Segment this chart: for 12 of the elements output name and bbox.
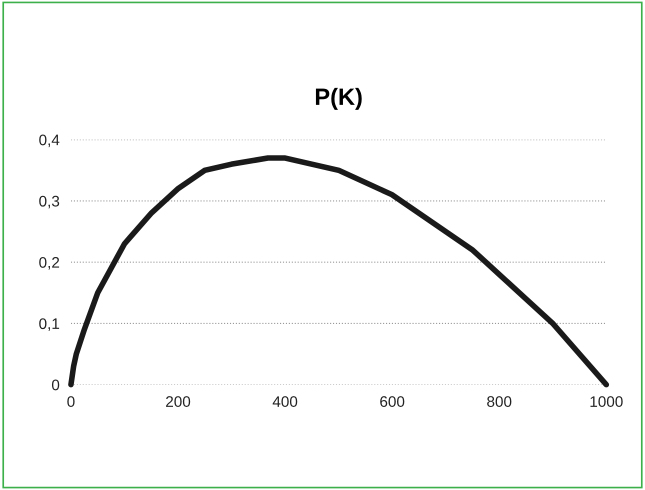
y-tick-label: 0,4 bbox=[39, 134, 60, 148]
y-tick-label: 0 bbox=[52, 380, 60, 390]
x-tick-label: 0 bbox=[67, 396, 75, 407]
y-tick-label: 0,3 bbox=[39, 196, 60, 208]
x-tick-label: 200 bbox=[166, 396, 190, 407]
x-tick-label: 1000 bbox=[590, 396, 623, 407]
x-tick-label: 600 bbox=[380, 396, 404, 407]
y-tick-label: 0,2 bbox=[39, 257, 60, 270]
y-tick-label: 0,1 bbox=[39, 318, 60, 331]
x-tick-label: 400 bbox=[272, 396, 298, 407]
x-tick-label: 800 bbox=[487, 396, 512, 407]
chart-title: P(K) bbox=[316, 88, 362, 110]
